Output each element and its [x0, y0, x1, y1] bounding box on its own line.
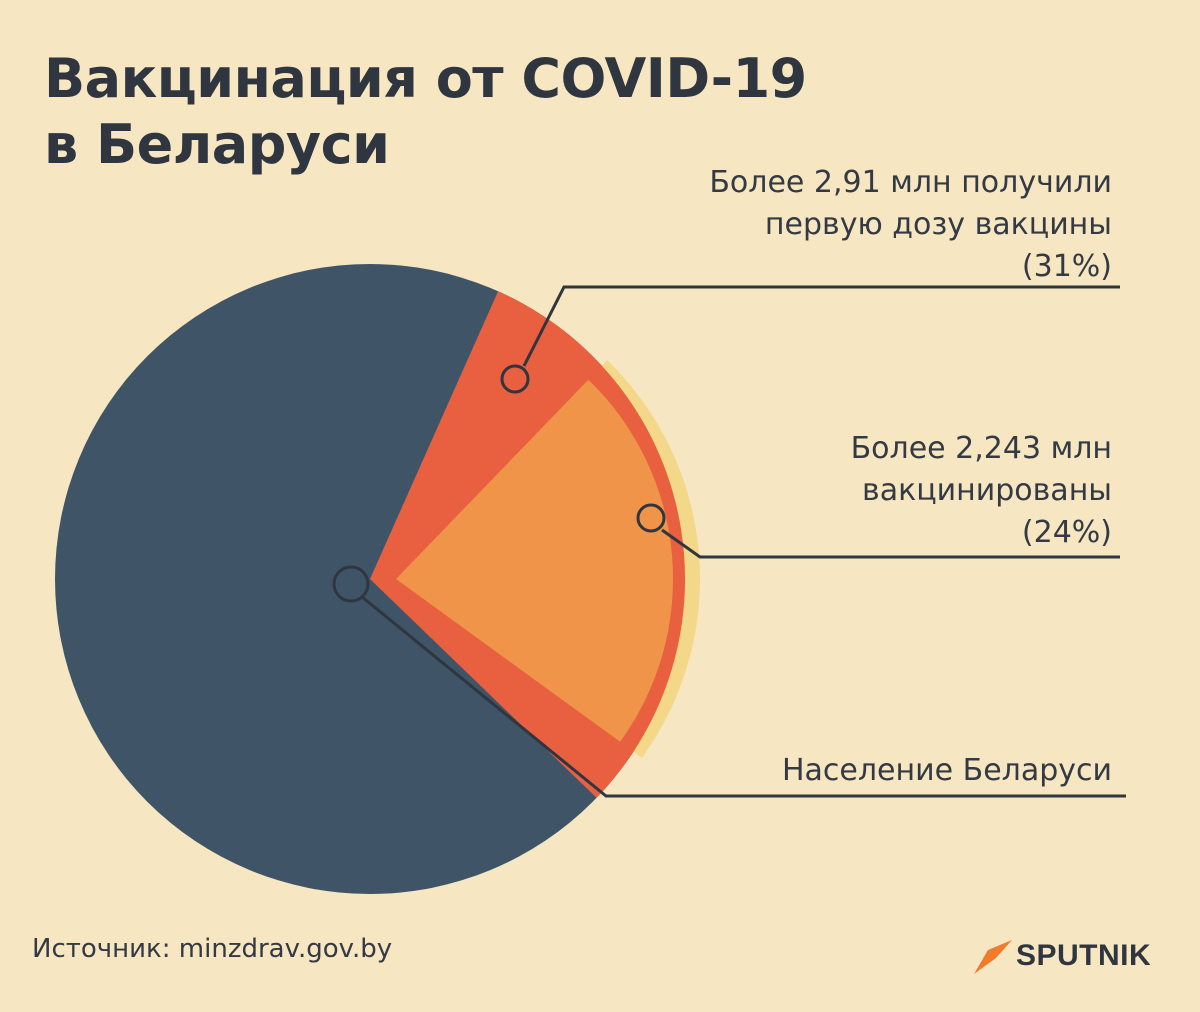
first-dose-leader-line: [522, 285, 1120, 367]
source-note: Источник: minzdrav.gov.by: [32, 934, 393, 964]
population-label: Население Беларуси: [782, 750, 1112, 792]
title-line-2: в Беларуси: [44, 113, 390, 176]
first-dose-marker: [500, 364, 530, 394]
population-marker: [332, 565, 370, 603]
first-dose-label-line: Более 2,91 млн получили: [709, 165, 1112, 200]
population-label-line: Население Беларуси: [781, 753, 1112, 788]
sputnik-logo-icon: [974, 940, 1012, 974]
first-dose-label-line: (31%): [1021, 249, 1112, 284]
title-line-1: Вакцинация от COVID-19: [44, 47, 807, 110]
vaccinated-marker: [636, 503, 666, 533]
vaccinated-leader-line: [661, 528, 1120, 559]
vaccinated-label: Более 2,243 млн вакцинированы (24%): [851, 428, 1112, 554]
chart-title: Вакцинация от COVID-19 в Беларуси: [44, 46, 807, 178]
vaccinated-label-line: Более 2,243 млн: [850, 431, 1112, 466]
sputnik-logo: SPUTNIK: [972, 934, 1151, 978]
vaccinated-slice: [396, 379, 674, 742]
first-dose-label-line: первую дозу вакцины: [764, 207, 1112, 242]
first-dose-label: Более 2,91 млн получили первую дозу вакц…: [709, 162, 1112, 288]
sputnik-logo-text: SPUTNIK: [1016, 939, 1152, 972]
population-leader-line: [361, 595, 1126, 798]
vaccinated-label-line: вакцинированы: [862, 473, 1112, 508]
vaccinated-label-line: (24%): [1021, 515, 1112, 550]
